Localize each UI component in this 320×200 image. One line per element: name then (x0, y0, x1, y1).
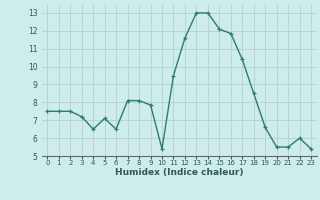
X-axis label: Humidex (Indice chaleur): Humidex (Indice chaleur) (115, 168, 244, 177)
